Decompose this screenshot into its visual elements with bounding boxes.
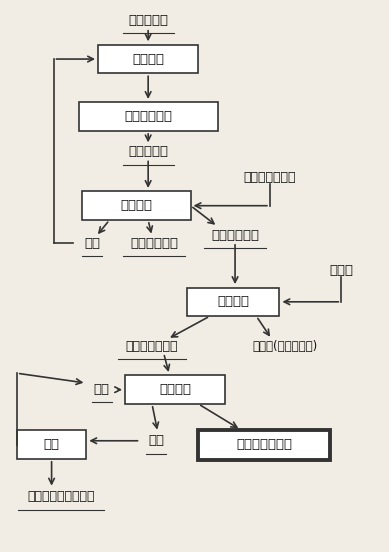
Text: 低品位钨矿: 低品位钨矿 [128, 14, 168, 26]
FancyBboxPatch shape [125, 375, 225, 404]
Text: 高钼钨酸铵溶液: 高钼钨酸铵溶液 [126, 340, 178, 353]
FancyBboxPatch shape [17, 431, 86, 459]
Text: 调浆配料: 调浆配料 [132, 52, 164, 66]
Text: 含钼溶液（回收钼）: 含钼溶液（回收钼） [28, 490, 95, 503]
Text: 浸出后料浆: 浸出后料浆 [128, 145, 168, 158]
Text: 钼渣: 钼渣 [148, 434, 164, 447]
Text: 压滤分离: 压滤分离 [121, 199, 152, 212]
Text: 铜渣: 铜渣 [94, 383, 110, 396]
Text: 粗钨酸钠溶液: 粗钨酸钠溶液 [211, 229, 259, 242]
Text: 解析剂: 解析剂 [329, 264, 353, 277]
Text: 离子交换: 离子交换 [217, 295, 249, 309]
Text: 碱液: 碱液 [84, 237, 100, 250]
FancyBboxPatch shape [98, 45, 198, 73]
Text: 钨渣（堆弃）: 钨渣（堆弃） [130, 237, 178, 250]
FancyBboxPatch shape [187, 288, 279, 316]
FancyBboxPatch shape [79, 103, 218, 131]
FancyBboxPatch shape [198, 429, 330, 460]
Text: 沉淀除钼: 沉淀除钼 [159, 383, 191, 396]
FancyBboxPatch shape [82, 192, 191, 220]
Text: 氨浸: 氨浸 [44, 438, 60, 451]
Text: 带压搅拌浸出: 带压搅拌浸出 [124, 110, 172, 123]
Text: 含抑制剂的洗水: 含抑制剂的洗水 [244, 171, 296, 184]
Text: 高纯钨酸铵溶液: 高纯钨酸铵溶液 [236, 438, 292, 451]
Text: 交后液(处理后排放): 交后液(处理后排放) [252, 340, 318, 353]
